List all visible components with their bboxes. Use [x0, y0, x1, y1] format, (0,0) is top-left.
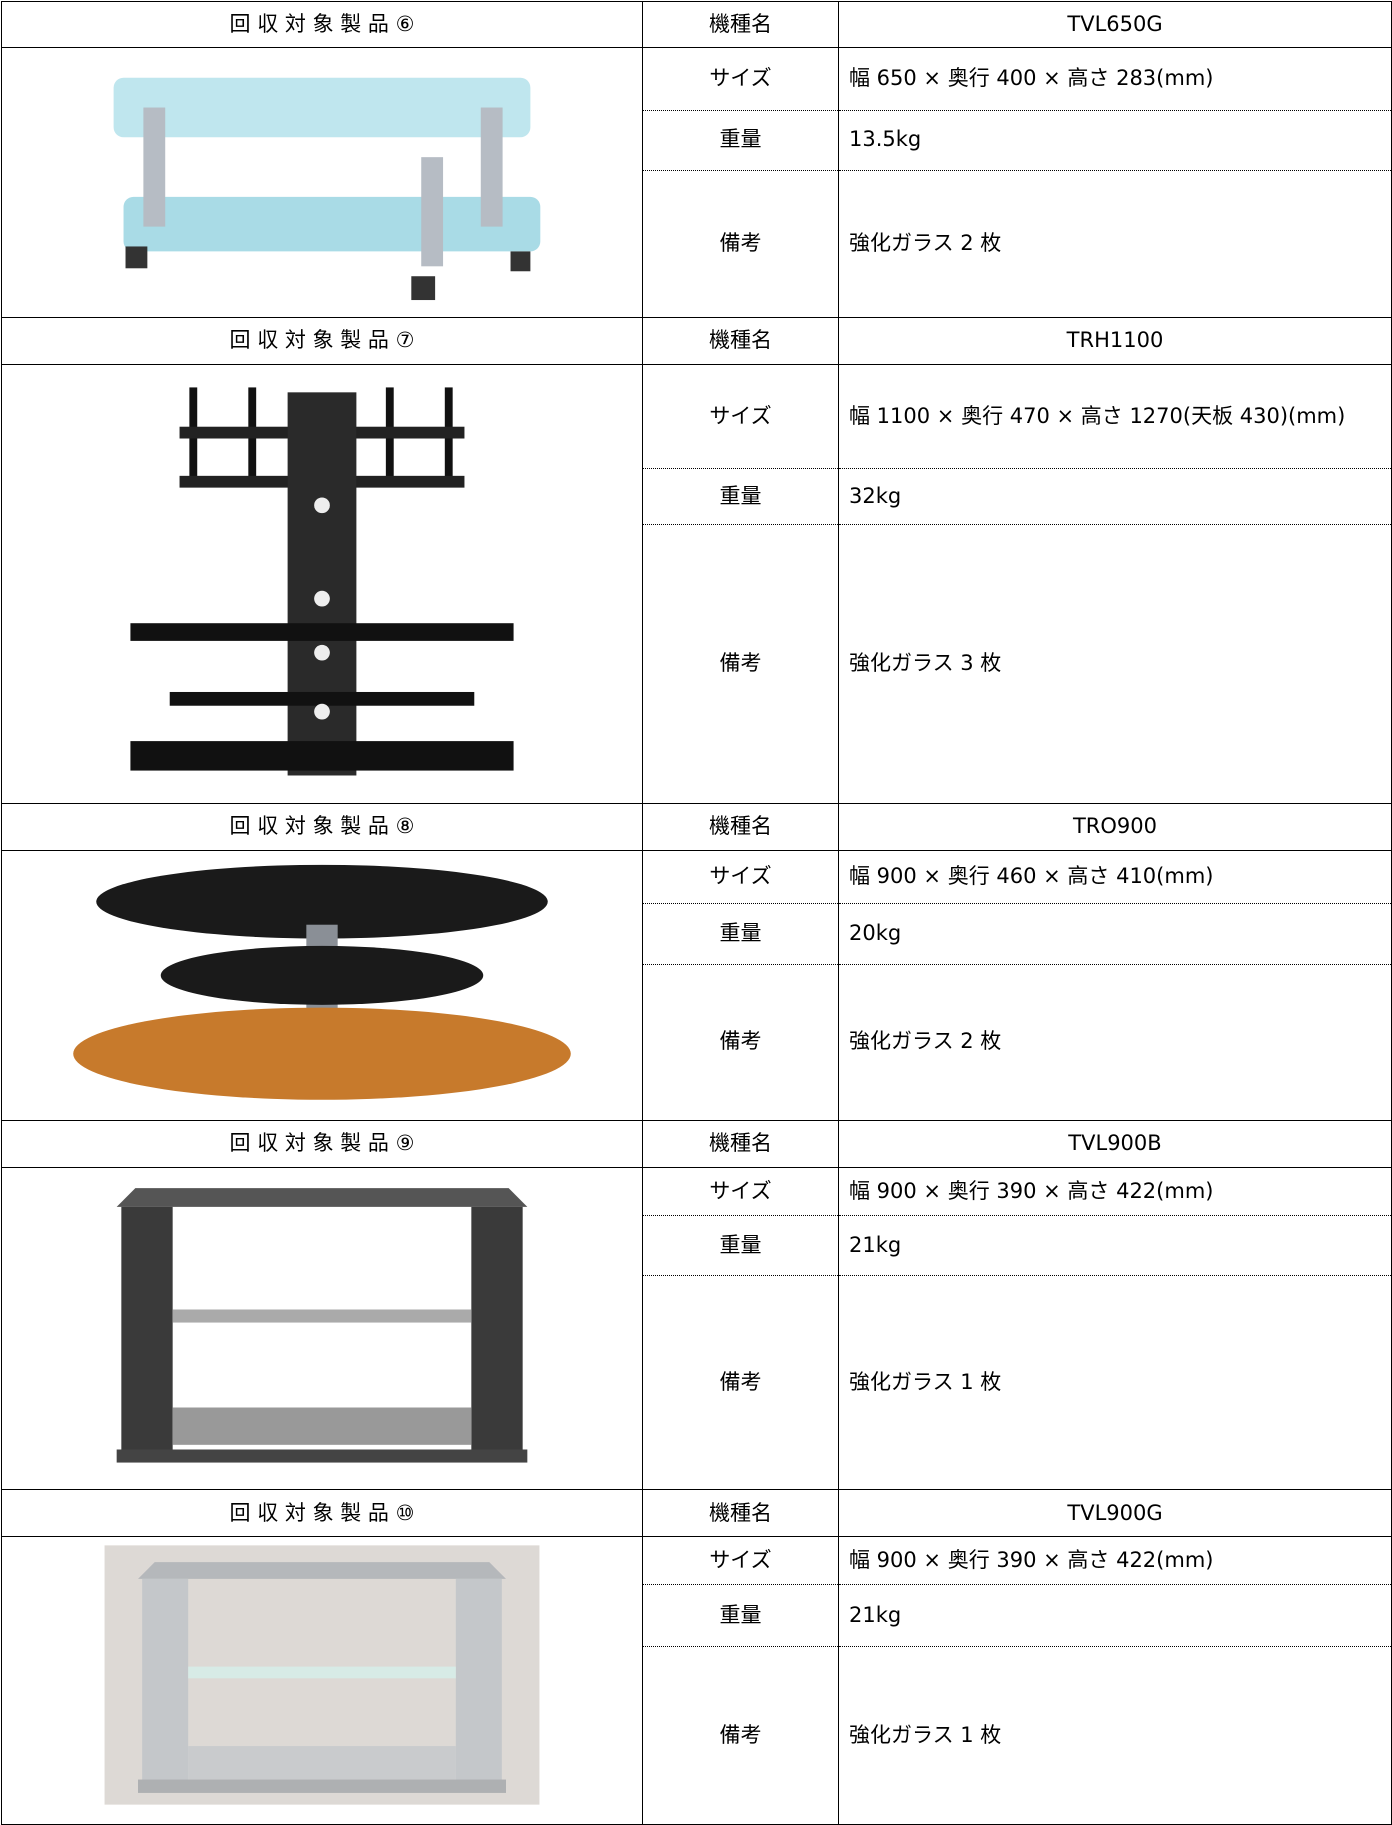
row: 重量 21kg: [2, 1583, 1392, 1647]
row: サイズ幅 1100 × 奥行 470 × 高さ 1270(天板 430)(mm): [1, 363, 1392, 805]
row: 備考 強化ガラス 3 枚: [2, 523, 1392, 805]
row-label: 重量: [642, 468, 839, 525]
row-value: 幅 900 × 奥行 460 × 高さ 410(mm): [838, 850, 1392, 904]
row-value: 20kg: [838, 902, 1392, 965]
product-image-cell: [1, 1536, 643, 1825]
row: 回 収 対 象 製 品 ⑦ 機種名 TRH1100: [1, 316, 1392, 365]
product-image-cell: [1, 850, 643, 1121]
row-value: 強化ガラス 2 枚: [838, 169, 1392, 318]
row-label: 備考: [642, 169, 839, 318]
row-label: 備考: [642, 523, 839, 805]
row-value: 強化ガラス 1 枚: [838, 1274, 1392, 1491]
row: 回 収 対 象 製 品 ⑥ 機種名 TVL650G: [1, 1, 1392, 48]
product-image-cell: [1, 1166, 643, 1491]
row-value: TVL650G: [838, 1, 1392, 48]
row-label: 備考: [642, 1645, 839, 1825]
row-value: 強化ガラス 2 枚: [838, 963, 1392, 1121]
row: 回 収 対 象 製 品 ⑩ 機種名 TVL900G: [1, 1489, 1392, 1538]
row-value: 32kg: [838, 468, 1392, 525]
product-image-cell: [1, 47, 643, 318]
row-value: TVL900G: [838, 1489, 1392, 1538]
row: サイズ幅 650 × 奥行 400 × 高さ 283(mm): [1, 47, 1392, 318]
product-title: 回 収 対 象 製 品 ⑧: [1, 803, 643, 852]
row-value: 幅 1100 × 奥行 470 × 高さ 1270(天板 430)(mm): [838, 363, 1392, 470]
row-label: サイズ: [642, 1536, 839, 1585]
product-image: [104, 1545, 540, 1806]
row-value: 21kg: [838, 1583, 1392, 1647]
product-title: 回 収 対 象 製 品 ⑨: [1, 1119, 643, 1168]
row-label: 機種名: [642, 1489, 839, 1538]
row-label: 備考: [642, 1274, 839, 1491]
product-title: 回 収 対 象 製 品 ⑩: [1, 1489, 643, 1538]
row: 備考 強化ガラス 1 枚: [2, 1274, 1392, 1491]
row: 重量 21kg: [2, 1215, 1392, 1276]
product-image-cell: [1, 363, 643, 805]
row-value: 強化ガラス 3 枚: [838, 523, 1392, 805]
row: 重量 13.5kg: [2, 109, 1392, 171]
row: 回 収 対 象 製 品 ⑨ 機種名 TVL900B: [1, 1119, 1392, 1168]
row-label: サイズ: [642, 47, 839, 111]
row: サイズ幅 900 × 奥行 390 × 高さ 422(mm): [1, 1166, 1392, 1491]
row: 重量 32kg: [2, 468, 1392, 525]
row-value: 13.5kg: [838, 109, 1392, 171]
row-value: 強化ガラス 1 枚: [838, 1645, 1392, 1825]
row-label: 重量: [642, 109, 839, 171]
product-title: 回 収 対 象 製 品 ⑦: [1, 316, 643, 365]
row: サイズ幅 900 × 奥行 460 × 高さ 410(mm): [1, 850, 1392, 1121]
row-value: 幅 900 × 奥行 390 × 高さ 422(mm): [838, 1536, 1392, 1585]
row: 備考 強化ガラス 1 枚: [2, 1645, 1392, 1825]
row-value: 21kg: [838, 1215, 1392, 1276]
product-title: 回 収 対 象 製 品 ⑥: [1, 1, 643, 48]
row-label: 重量: [642, 1583, 839, 1647]
row-label: サイズ: [642, 850, 839, 904]
row: 回 収 対 象 製 品 ⑧ 機種名 TRO900: [1, 803, 1392, 852]
row-label: 機種名: [642, 803, 839, 852]
row-label: 機種名: [642, 1, 839, 48]
row-value: TRO900: [838, 803, 1392, 852]
product-image: [116, 1187, 528, 1463]
row-label: 備考: [642, 963, 839, 1121]
row-value: 幅 900 × 奥行 390 × 高さ 422(mm): [838, 1166, 1392, 1217]
row-label: 機種名: [642, 316, 839, 365]
row-label: 重量: [642, 1215, 839, 1276]
row-label: サイズ: [642, 363, 839, 470]
row-value: 幅 650 × 奥行 400 × 高さ 283(mm): [838, 47, 1392, 111]
product-image: [113, 77, 541, 301]
product-image: [130, 387, 514, 776]
product-image: [73, 865, 571, 1100]
row-label: 機種名: [642, 1119, 839, 1168]
row-value: TVL900B: [838, 1119, 1392, 1168]
row: サイズ幅 900 × 奥行 390 × 高さ 422(mm): [1, 1536, 1392, 1825]
row: 備考 強化ガラス 2 枚: [2, 963, 1392, 1121]
row-label: 重量: [642, 902, 839, 965]
row-value: TRH1100: [838, 316, 1392, 365]
row-label: サイズ: [642, 1166, 839, 1217]
row: 重量 20kg: [2, 902, 1392, 965]
